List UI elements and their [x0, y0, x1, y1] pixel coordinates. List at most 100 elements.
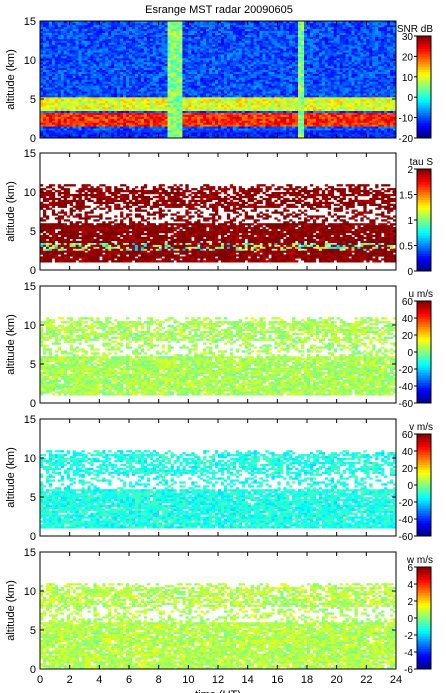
heatmap-cell [85, 33, 88, 35]
heatmap-cell [64, 50, 67, 52]
heatmap-cell [49, 37, 52, 39]
heatmap-cell [141, 81, 144, 83]
heatmap-cell [52, 101, 55, 103]
heatmap-cell [200, 111, 203, 113]
heatmap-cell [236, 41, 239, 43]
heatmap-cell [85, 113, 88, 115]
heatmap-cell [114, 119, 117, 121]
heatmap-cell [248, 74, 251, 76]
heatmap-cell [67, 115, 70, 117]
heatmap-cell [55, 117, 58, 119]
heatmap-cell [114, 70, 117, 72]
heatmap-cell [179, 101, 182, 103]
heatmap-cell [176, 25, 179, 27]
heatmap-cell [251, 37, 254, 39]
heatmap-cell [242, 107, 245, 109]
heatmap-cell [93, 76, 96, 78]
heatmap-cell [176, 46, 179, 48]
heatmap-cell [135, 29, 138, 31]
heatmap-cell [76, 76, 79, 78]
heatmap-cell [185, 62, 188, 64]
heatmap-cell [239, 52, 242, 54]
heatmap-cell [87, 42, 90, 44]
heatmap-cell [141, 62, 144, 64]
heatmap-cell [55, 37, 58, 39]
heatmap-cell [251, 33, 254, 35]
heatmap-cell [73, 78, 76, 80]
heatmap-cell [49, 39, 52, 41]
heatmap-cell [153, 128, 156, 130]
heatmap-cell [67, 39, 70, 41]
heatmap-cell [120, 105, 123, 107]
heatmap-cell [76, 105, 79, 107]
heatmap-cell [268, 54, 271, 56]
heatmap-cell [194, 60, 197, 62]
heatmap-cell [147, 107, 150, 109]
heatmap-cell [114, 134, 117, 136]
heatmap-cell [90, 95, 93, 97]
heatmap-cell [70, 27, 73, 29]
heatmap-cell [111, 68, 114, 70]
heatmap-cell [274, 33, 277, 35]
heatmap-cell [245, 93, 248, 95]
heatmap-cell [126, 113, 129, 115]
heatmap-cell [227, 64, 230, 66]
heatmap-cell [135, 80, 138, 82]
heatmap-cell [70, 74, 73, 76]
heatmap-cell [191, 134, 194, 136]
heatmap-cell [265, 35, 268, 37]
heatmap-cell [176, 74, 179, 76]
heatmap-cell [55, 80, 58, 82]
heatmap-cell [111, 103, 114, 105]
heatmap-cell [174, 37, 177, 39]
heatmap-cell [197, 46, 200, 48]
heatmap-cell [144, 109, 147, 111]
heatmap-cell [265, 97, 268, 99]
heatmap-cell [58, 89, 61, 91]
heatmap-cell [144, 117, 147, 119]
heatmap-cell [265, 64, 268, 66]
heatmap-cell [260, 74, 263, 76]
heatmap-cell [227, 97, 230, 99]
heatmap-cell [135, 50, 138, 52]
heatmap-cell [224, 78, 227, 80]
heatmap-cell [168, 60, 171, 62]
heatmap-cell [117, 66, 120, 68]
heatmap-cell [254, 83, 257, 85]
heatmap-cell [129, 107, 132, 109]
heatmap-cell [260, 50, 263, 52]
heatmap-cell [46, 33, 49, 35]
heatmap-cell [203, 89, 206, 91]
heatmap-cell [188, 70, 191, 72]
heatmap-cell [111, 52, 114, 54]
heatmap-cell [52, 91, 55, 93]
heatmap-cell [90, 33, 93, 35]
heatmap-cell [206, 44, 209, 46]
heatmap-cell [280, 115, 283, 117]
heatmap-cell [257, 42, 260, 44]
heatmap-cell [150, 113, 153, 115]
heatmap-cell [120, 33, 123, 35]
heatmap-cell [111, 107, 114, 109]
heatmap-cell [67, 130, 70, 132]
heatmap-cell [265, 87, 268, 89]
heatmap-cell [85, 78, 88, 80]
heatmap-cell [129, 93, 132, 95]
heatmap-cell [138, 60, 141, 62]
heatmap-cell [93, 80, 96, 82]
heatmap-cell [99, 78, 102, 80]
heatmap-cell [159, 117, 162, 119]
heatmap-cell [251, 52, 254, 54]
heatmap-cell [239, 39, 242, 41]
heatmap-cell [159, 27, 162, 29]
heatmap-cell [123, 132, 126, 134]
heatmap-cell [200, 23, 203, 25]
heatmap-cell [271, 124, 274, 126]
heatmap-cell [156, 113, 159, 115]
heatmap-cell [268, 120, 271, 122]
heatmap-cell [274, 46, 277, 48]
heatmap-cell [153, 62, 156, 64]
heatmap-cell [105, 83, 108, 85]
heatmap-cell [230, 97, 233, 99]
heatmap-cell [197, 64, 200, 66]
